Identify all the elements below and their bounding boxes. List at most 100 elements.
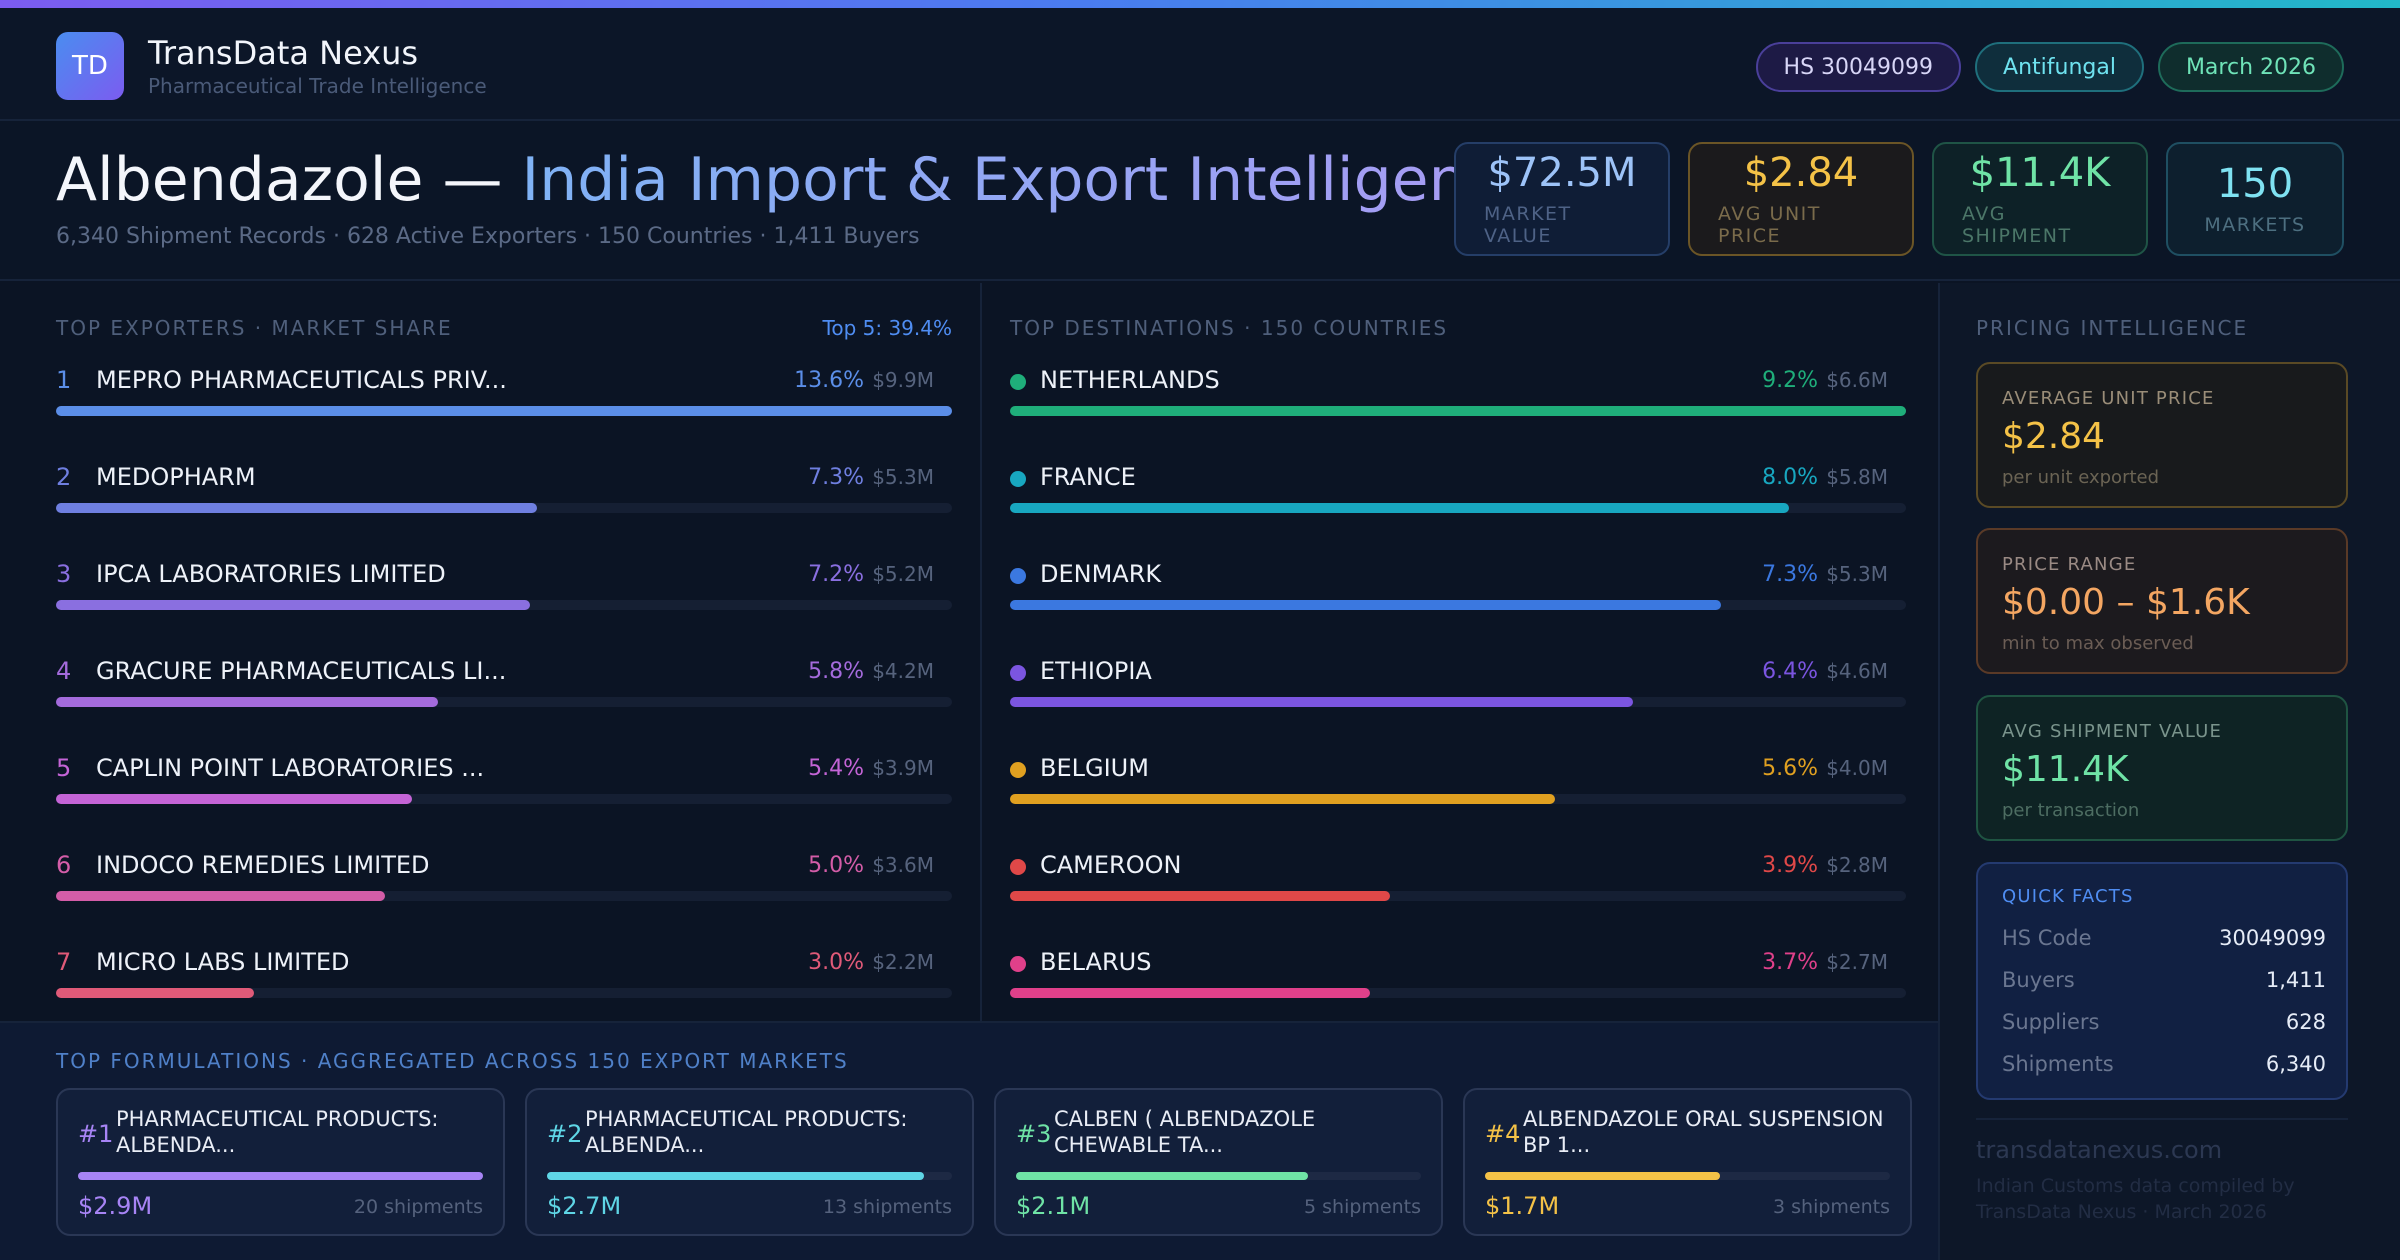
fact-value: 628 [2285, 1010, 2326, 1034]
avg-shipment-value-card: AVG SHIPMENT VALUE $11.4K per transactio… [1976, 695, 2348, 841]
exporter-bar [56, 600, 531, 610]
exporter-bar-track [56, 988, 952, 998]
destination-name: FRANCE [1040, 463, 1136, 491]
exporter-share-pct: 3.0% [808, 950, 864, 975]
category-tag[interactable]: Antifungal [1975, 42, 2144, 92]
exporter-bar-track [56, 697, 952, 707]
top-exporters-panel: TOP EXPORTERS · MARKET SHARE Top 5: 39.4… [56, 316, 952, 998]
kpi-markets: 150 MARKETS [2166, 142, 2344, 256]
top-accent-bar [0, 0, 2400, 8]
destination-row[interactable]: DENMARK 7.3% $5.3M [1010, 560, 1906, 657]
brand-logo: TD [56, 32, 124, 100]
exporter-amount: $2.2M [872, 950, 934, 974]
kpi-market-value: $72.5M MARKET VALUE [1454, 142, 1670, 256]
pricing-sidebar: PRICING INTELLIGENCE AVERAGE UNIT PRICE … [1938, 283, 2400, 1260]
exporter-amount: $5.3M [872, 465, 934, 489]
exporter-bar [56, 697, 439, 707]
exporter-list: 1 MEPRO PHARMACEUTICALS PRIV... 13.6% $9.9M… [56, 366, 952, 1045]
destination-share-pct: 3.7% [1762, 950, 1818, 975]
quick-fact-row: HS Code 30049099 [2002, 926, 2326, 956]
page-title-main: Albendazole — [56, 145, 522, 215]
exporter-bar-track [56, 600, 952, 610]
exporter-row[interactable]: 4 GRACURE PHARMACEUTICALS LI... 5.8% $4.2M [56, 657, 952, 754]
destination-bar-track [1010, 988, 1906, 998]
formulation-rank: #2 [547, 1120, 583, 1148]
formulation-bar-track [1485, 1172, 1890, 1180]
destination-row[interactable]: ETHIOPIA 6.4% $4.6M [1010, 657, 1906, 754]
formulation-bar [1485, 1172, 1720, 1180]
exporter-row[interactable]: 1 MEPRO PHARMACEUTICALS PRIV... 13.6% $9.9M [56, 366, 952, 463]
country-dot-icon [1010, 665, 1026, 681]
exporter-row[interactable]: 5 CAPLIN POINT LABORATORIES ... 5.4% $3.9M [56, 754, 952, 851]
formulation-bar-track [1016, 1172, 1421, 1180]
hs-code-tag[interactable]: HS 30049099 [1755, 42, 1962, 92]
destination-share-pct: 9.2% [1762, 368, 1818, 393]
exporter-rank: 1 [56, 366, 72, 394]
formulation-cards: #1 PHARMACEUTICAL PRODUCTS: ALBENDA... $2.… [56, 1088, 1912, 1236]
destination-bar [1010, 794, 1556, 804]
destination-amount: $4.0M [1826, 756, 1888, 780]
page-subtitle: 6,340 Shipment Records · 628 Active Expo… [56, 224, 920, 249]
fact-key: Suppliers [2002, 1010, 2100, 1034]
site-url[interactable]: transdatanexus.com [1976, 1136, 2223, 1164]
destination-row[interactable]: BELARUS 3.7% $2.7M [1010, 948, 1906, 1045]
hero: Albendazole — India Import & Export Inte… [0, 121, 2400, 281]
kpi-label: AVG SHIPMENT [1962, 203, 2072, 247]
formulation-value: $2.7M [547, 1192, 622, 1220]
formulation-name: PHARMACEUTICAL PRODUCTS: ALBENDA... [116, 1107, 439, 1157]
destination-row[interactable]: NETHERLANDS 9.2% $6.6M [1010, 366, 1906, 463]
exporter-row[interactable]: 2 MEDOPHARM 7.3% $5.3M [56, 463, 952, 560]
destination-amount: $5.8M [1826, 465, 1888, 489]
formulation-card[interactable]: #1 PHARMACEUTICAL PRODUCTS: ALBENDA... $2.… [56, 1088, 505, 1236]
exporter-rank: 6 [56, 851, 72, 879]
fact-key: Shipments [2002, 1052, 2114, 1076]
exporter-row[interactable]: 6 INDOCO REMEDIES LIMITED 5.0% $3.6M [56, 851, 952, 948]
exporter-share-pct: 5.4% [808, 756, 864, 781]
formulation-bar-track [78, 1172, 483, 1180]
exporter-row[interactable]: 3 IPCA LABORATORIES LIMITED 7.2% $5.2M [56, 560, 952, 657]
tag-pills: HS 30049099 Antifungal March 2026 [1755, 42, 2344, 92]
exporter-share-pct: 7.2% [808, 562, 864, 587]
exporter-name: MEDOPHARM [96, 463, 256, 491]
period-tag[interactable]: March 2026 [2157, 42, 2344, 92]
destination-amount: $6.6M [1826, 368, 1888, 392]
exporter-bar [56, 794, 412, 804]
exporter-bar-track [56, 794, 952, 804]
country-dot-icon [1010, 762, 1026, 778]
formulation-value: $2.9M [78, 1192, 153, 1220]
brand-name: TransData Nexus [148, 34, 419, 72]
country-dot-icon [1010, 859, 1026, 875]
destination-name: DENMARK [1040, 560, 1162, 588]
fact-key: Buyers [2002, 968, 2075, 992]
exporter-bar [56, 503, 537, 513]
destination-row[interactable]: FRANCE 8.0% $5.8M [1010, 463, 1906, 560]
formulation-rank: #1 [78, 1120, 114, 1148]
destination-share-pct: 6.4% [1762, 659, 1818, 684]
exporter-rank: 2 [56, 463, 72, 491]
destination-row[interactable]: BELGIUM 5.6% $4.0M [1010, 754, 1906, 851]
exporter-row[interactable]: 7 MICRO LABS LIMITED 3.0% $2.2M [56, 948, 952, 1045]
quick-fact-row: Shipments 6,340 [2002, 1052, 2326, 1082]
exporter-amount: $4.2M [872, 659, 934, 683]
kpi-label: MARKETS [2204, 214, 2306, 236]
page-title: Albendazole — India Import & Export Inte… [56, 145, 1537, 215]
header: TD TransData Nexus Pharmaceutical Trade … [0, 8, 2400, 121]
quick-fact-row: Buyers 1,411 [2002, 968, 2326, 998]
exporter-name: GRACURE PHARMACEUTICALS LI... [96, 657, 507, 685]
country-dot-icon [1010, 471, 1026, 487]
exporter-share-pct: 5.8% [808, 659, 864, 684]
kpi-value: $72.5M [1487, 150, 1637, 196]
destination-row[interactable]: CAMEROON 3.9% $2.8M [1010, 851, 1906, 948]
kpi-avg-shipment: $11.4K AVG SHIPMENT [1932, 142, 2148, 256]
card-sub: per transaction [2002, 800, 2140, 821]
formulation-card[interactable]: #3 CALBEN ( ALBENDAZOLE CHEWABLE TA... $2.… [994, 1088, 1443, 1236]
destination-bar [1010, 891, 1390, 901]
destination-bar [1010, 988, 1371, 998]
sidebar-divider [1976, 1118, 2348, 1120]
formulation-card[interactable]: #2 PHARMACEUTICAL PRODUCTS: ALBENDA... $2.… [525, 1088, 974, 1236]
exporter-share-pct: 7.3% [808, 465, 864, 490]
top-formulations-section: TOP FORMULATIONS · AGGREGATED ACROSS 150… [0, 1021, 1938, 1260]
kpi-value: $11.4K [1969, 150, 2111, 196]
pricing-title: PRICING INTELLIGENCE [1976, 316, 2249, 340]
formulation-card[interactable]: #4 ALBENDAZOLE ORAL SUSPENSION BP 1... $1.… [1463, 1088, 1912, 1236]
